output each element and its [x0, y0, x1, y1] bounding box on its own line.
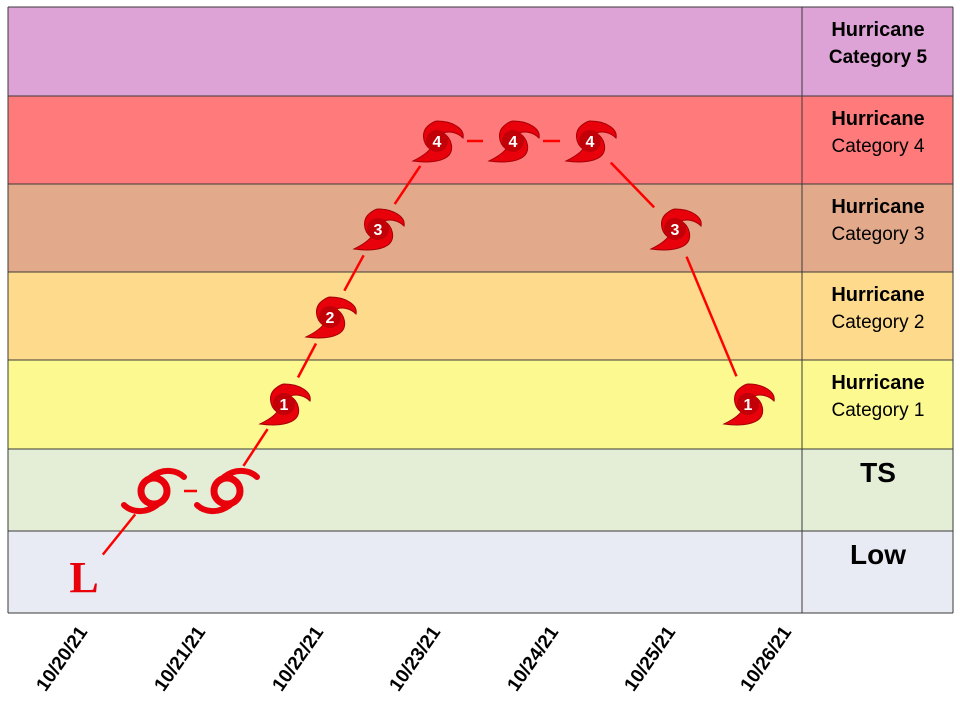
band-title: Hurricane — [831, 284, 925, 306]
chart-grid — [7, 6, 954, 614]
band-label-cat5: Hurricane Category 5 — [803, 17, 953, 73]
hurricane-icon: 4 — [411, 120, 464, 163]
track-segment — [101, 513, 137, 556]
band-cat5 — [8, 7, 953, 96]
track-line — [101, 139, 738, 556]
hurricane-category-label: 3 — [374, 222, 383, 239]
band-title: Hurricane — [831, 372, 925, 394]
band-cat3 — [8, 184, 953, 272]
band-title: Hurricane — [831, 196, 925, 218]
hurricane-icon: 3 — [649, 208, 702, 251]
track-segment — [343, 254, 365, 292]
band-label-cat3: Hurricane Category 3 — [803, 194, 953, 250]
track-segment — [685, 256, 738, 377]
band-cat2 — [8, 272, 953, 360]
hurricane-icon: 1 — [722, 383, 775, 426]
hurricane-category-label: 4 — [586, 134, 595, 151]
hurricane-icon: 4 — [487, 120, 540, 163]
hurricane-category-label: 4 — [509, 134, 518, 151]
hurricane-icon: 2 — [304, 296, 357, 339]
band-low — [8, 531, 953, 613]
hurricane-category-label: 1 — [280, 397, 289, 414]
track-segment — [609, 161, 656, 209]
tropical-storm-icon — [121, 468, 187, 514]
band-title: TS — [860, 457, 896, 488]
tropical-storm-icon — [194, 468, 260, 514]
band-subtitle: Category 5 — [828, 47, 928, 68]
band-subtitle: Category 4 — [831, 136, 925, 157]
hurricane-category-label: 2 — [326, 310, 335, 327]
track-segment — [296, 342, 318, 379]
band-subtitle: Category 2 — [831, 312, 925, 333]
band-title: Low — [850, 539, 906, 570]
band-label-low: Low — [803, 537, 953, 573]
track-segment — [393, 165, 422, 205]
low-marker-label: L — [69, 553, 98, 602]
hurricane-category-label: 1 — [744, 397, 753, 414]
track-segment — [242, 428, 269, 467]
band-label-cat2: Hurricane Category 2 — [803, 282, 953, 338]
hurricane-category-label: 4 — [433, 134, 442, 151]
hurricane-icon: 1 — [258, 383, 311, 426]
band-title: Hurricane — [831, 19, 925, 41]
band-title: Hurricane — [831, 108, 925, 130]
band-cat1 — [8, 360, 953, 449]
intensity-bands — [8, 7, 953, 613]
hurricane-category-label: 3 — [671, 222, 680, 239]
hurricane-icon: 3 — [352, 208, 405, 251]
band-label-ts: TS — [803, 455, 953, 491]
low-marker-icon: L — [69, 553, 98, 602]
band-subtitle: Category 3 — [831, 224, 925, 245]
hurricane-icon: 4 — [564, 120, 617, 163]
band-subtitle: Category 1 — [831, 400, 925, 421]
band-label-cat1: Hurricane Category 1 — [803, 370, 953, 426]
band-label-cat4: Hurricane Category 4 — [803, 106, 953, 162]
track-markers: L 1 2 3 4 4 4 3 1 — [69, 120, 775, 602]
